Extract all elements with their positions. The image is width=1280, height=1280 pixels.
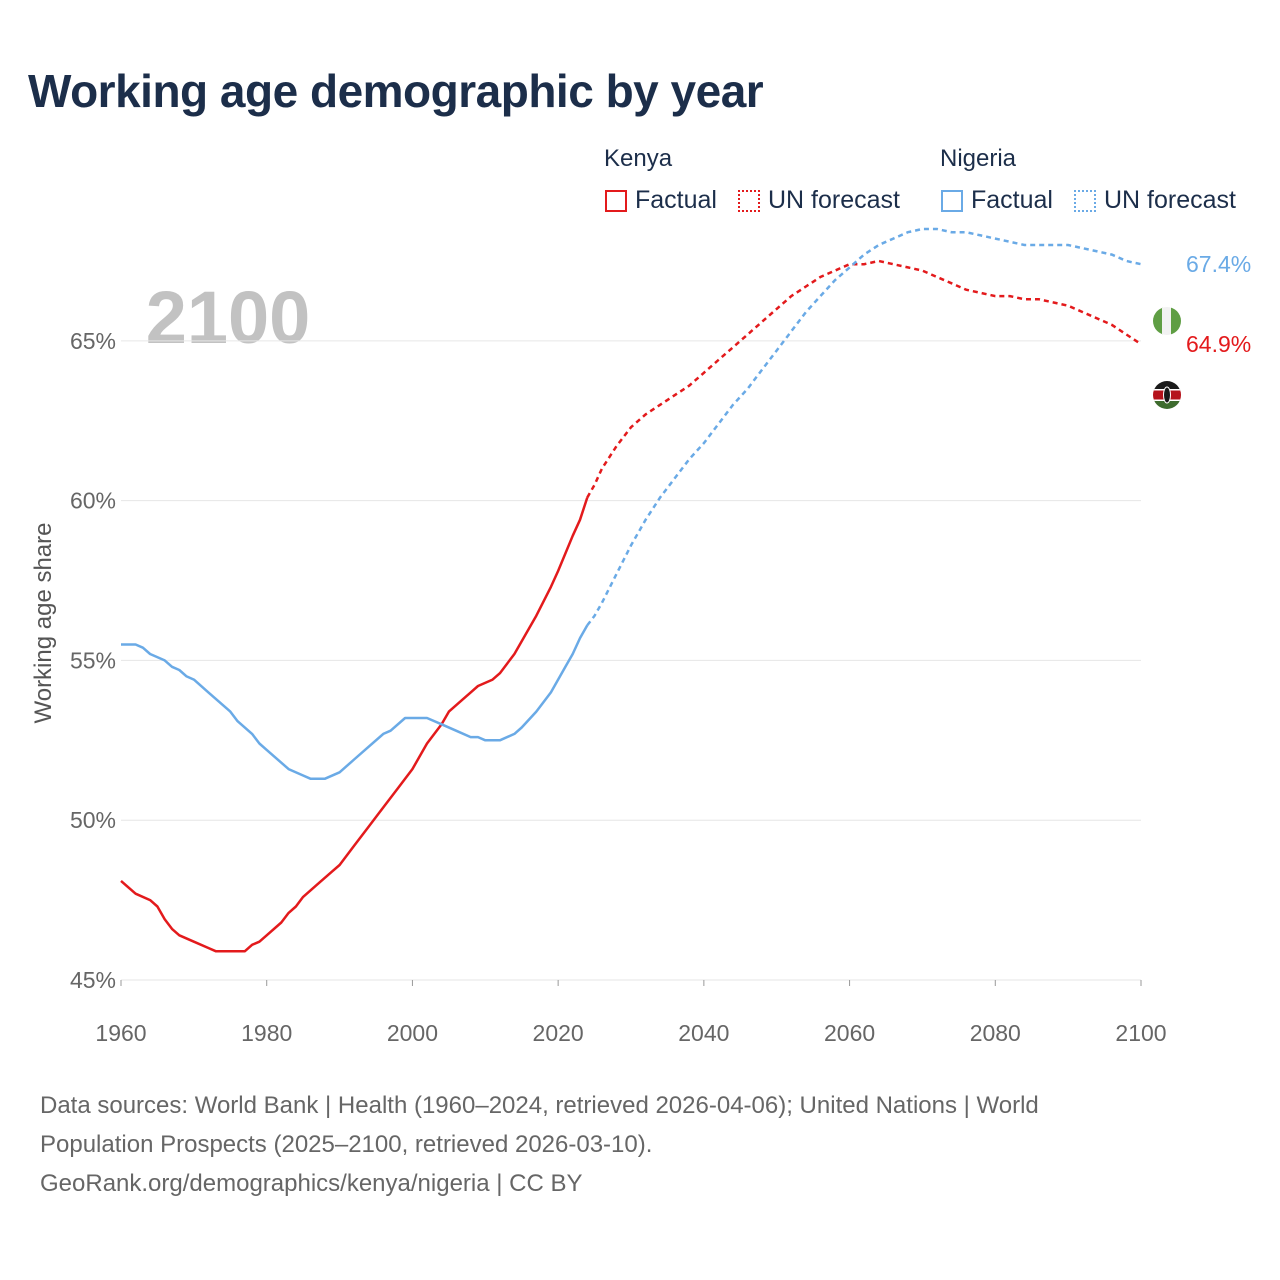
legend-kenya-factual-swatch <box>605 189 627 212</box>
legend-nigeria-factual-swatch <box>941 189 963 212</box>
x-tick-label: 2020 <box>533 1020 584 1046</box>
footer-line-1: Data sources: World Bank | Health (1960–… <box>40 1092 1039 1119</box>
y-tick-label: 65% <box>70 328 116 354</box>
legend-nigeria-forecast[interactable]: UN forecast <box>1074 186 1236 215</box>
x-tick-label: 2080 <box>970 1020 1021 1046</box>
legend-kenya-forecast-swatch <box>738 189 760 212</box>
x-tick-label: 2000 <box>387 1020 438 1046</box>
x-tick-label: 2100 <box>1115 1020 1166 1046</box>
chart-title: Working age demographic by year <box>28 65 764 117</box>
footer: Data sources: World Bank | Health (1960–… <box>40 1086 1240 1203</box>
legend-kenya-title: Kenya <box>604 145 673 172</box>
legend-nigeria-factual-label: Factual <box>971 186 1053 214</box>
footer-line-2: Population Prospects (2025–2100, retriev… <box>40 1131 653 1158</box>
legend-nigeria-forecast-swatch <box>1074 189 1096 212</box>
y-tick-label: 60% <box>70 488 116 514</box>
year-label: 2100 <box>146 276 311 359</box>
kenya-factual-line[interactable] <box>120 497 589 953</box>
legend-nigeria-factual[interactable]: Factual <box>941 186 1053 215</box>
y-tick-label: 55% <box>70 647 116 673</box>
nigeria-flag-icon <box>1153 307 1181 335</box>
x-tick-label: 1960 <box>95 1020 146 1046</box>
nigeria-forecast-line[interactable] <box>586 227 1142 627</box>
y-tick-label: 45% <box>70 967 116 993</box>
legend-nigeria-title: Nigeria <box>940 145 1017 172</box>
legend-kenya-factual[interactable]: Factual <box>605 186 717 215</box>
kenya-end-label: 64.9% <box>1186 331 1251 357</box>
y-tick-label: 50% <box>70 807 116 833</box>
x-tick-label: 2060 <box>824 1020 875 1046</box>
legend-kenya-factual-label: Factual <box>635 186 717 214</box>
kenya-flag-icon <box>1153 381 1181 409</box>
legend-kenya-forecast-label: UN forecast <box>768 186 900 214</box>
nigeria-end-label: 67.4% <box>1186 251 1251 277</box>
legend-nigeria-forecast-label: UN forecast <box>1104 186 1236 214</box>
nigeria-factual-line[interactable] <box>121 624 589 780</box>
x-tick-label: 1980 <box>241 1020 292 1046</box>
x-tick-label: 2040 <box>678 1020 729 1046</box>
footer-line-3: GeoRank.org/demographics/kenya/nigeria |… <box>40 1170 583 1197</box>
kenya-forecast-line[interactable] <box>586 259 1142 499</box>
legend-kenya-forecast[interactable]: UN forecast <box>738 186 900 215</box>
